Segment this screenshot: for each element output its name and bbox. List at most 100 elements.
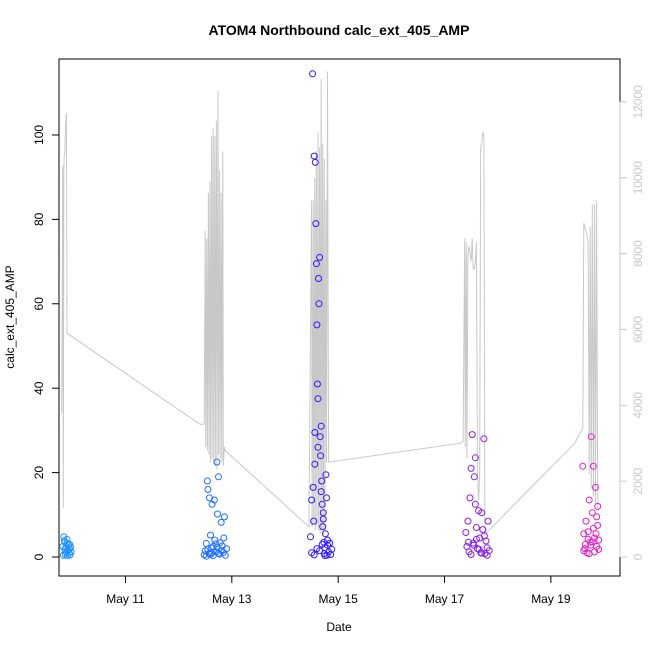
data-point	[309, 70, 317, 78]
x-axis: May 11 May 13 May 15 May 17 May 19	[106, 576, 571, 606]
data-point	[308, 496, 316, 504]
data-point	[587, 433, 595, 441]
data-point	[213, 458, 221, 466]
x-tick-label: May 15	[318, 592, 358, 606]
data-point	[319, 523, 327, 531]
data-point	[584, 528, 592, 536]
data-point	[321, 552, 329, 560]
x-axis-label: Date	[326, 620, 352, 634]
y2-tick-label: 4000	[631, 392, 645, 419]
data-point	[588, 538, 596, 546]
x-tick-label: May 19	[531, 592, 571, 606]
data-point	[589, 462, 597, 470]
data-point	[318, 540, 326, 548]
data-point	[467, 464, 475, 472]
data-point	[316, 547, 324, 555]
data-point	[220, 513, 228, 521]
data-point	[483, 544, 491, 552]
data-point	[478, 549, 486, 557]
data-point	[592, 483, 599, 491]
data-point	[479, 526, 487, 534]
data-point	[313, 321, 321, 329]
data-point	[310, 551, 318, 559]
data-point	[478, 509, 486, 517]
data-point	[318, 500, 326, 508]
data-point	[319, 515, 327, 523]
data-point	[314, 443, 322, 451]
data-point	[321, 530, 329, 538]
data-point	[472, 524, 480, 531]
y-tick-label: 80	[32, 212, 46, 226]
data-point	[466, 494, 474, 502]
data-point	[580, 547, 588, 555]
data-point	[208, 544, 216, 552]
x-tick-label: May 11	[106, 592, 145, 606]
data-point	[480, 435, 488, 443]
data-point	[462, 529, 470, 536]
data-point	[470, 473, 478, 481]
data-point	[204, 486, 212, 493]
data-point	[484, 517, 492, 525]
data-point	[472, 535, 480, 543]
data-point	[324, 541, 331, 549]
secondary-line-layer	[61, 71, 599, 536]
y-axis: 0 20 40 60 80 100	[32, 125, 59, 560]
data-point	[212, 540, 220, 548]
data-point	[316, 253, 324, 261]
y-tick-label: 100	[32, 125, 46, 145]
y2-tick-label: 2000	[631, 468, 645, 495]
data-point	[307, 533, 314, 541]
data-point	[587, 541, 595, 549]
data-point	[311, 429, 319, 436]
y-tick-label: 60	[32, 297, 46, 311]
data-point	[589, 524, 597, 532]
data-point	[310, 517, 318, 525]
data-point	[313, 380, 321, 388]
data-point	[309, 483, 317, 491]
data-point	[208, 549, 216, 557]
data-point	[470, 541, 478, 549]
data-point	[579, 462, 587, 470]
plot-frame	[58, 58, 621, 577]
data-point	[582, 517, 590, 525]
y2-tick-label: 12000	[631, 85, 645, 119]
data-point	[595, 536, 603, 544]
y-tick-label: 0	[32, 553, 46, 560]
data-point	[594, 502, 602, 510]
data-point	[208, 500, 216, 508]
data-point	[471, 500, 479, 508]
y-axis-label: calc_ext_405_AMP	[3, 265, 17, 368]
data-point	[202, 552, 210, 560]
data-point	[207, 551, 214, 558]
data-point	[210, 496, 218, 504]
data-point	[66, 540, 74, 548]
data-point	[465, 538, 472, 546]
secondary-y-axis: 0 2000 4000 6000 8000 10000 12000	[619, 85, 645, 560]
data-point	[480, 532, 488, 540]
data-point	[215, 473, 222, 481]
data-point	[588, 509, 596, 517]
data-point	[464, 517, 472, 525]
data-point	[317, 488, 325, 496]
data-point	[317, 422, 325, 430]
data-point	[214, 510, 221, 518]
y-tick-label: 20	[32, 466, 46, 480]
data-point	[592, 530, 600, 538]
data-point	[314, 395, 322, 403]
data-point	[468, 431, 476, 439]
data-point	[315, 300, 323, 308]
data-point	[312, 260, 320, 268]
data-point	[59, 551, 67, 559]
data-point	[311, 460, 319, 468]
y2-tick-label: 8000	[631, 240, 645, 267]
data-point	[323, 494, 330, 502]
data-point	[585, 496, 593, 504]
data-point	[580, 530, 588, 538]
data-point	[322, 471, 330, 479]
data-point	[328, 545, 336, 553]
data-point	[316, 433, 324, 441]
data-point	[67, 548, 75, 556]
data-point	[318, 477, 326, 485]
data-point	[594, 521, 602, 529]
